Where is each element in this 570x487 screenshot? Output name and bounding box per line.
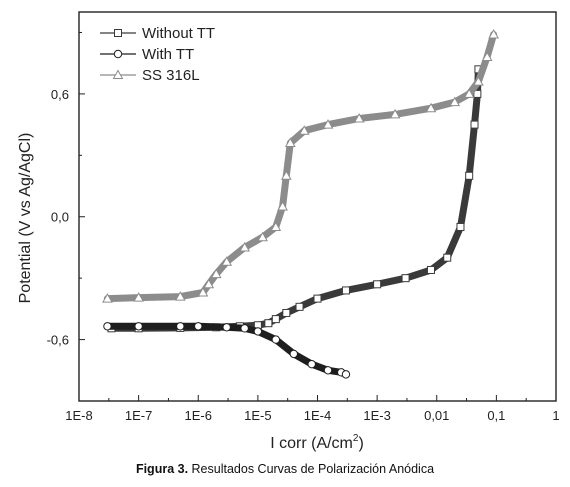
x-axis-title: I corr (A/cm2) [270, 433, 364, 452]
x-tick-label: 0,1 [487, 408, 505, 423]
curves-layer [102, 29, 500, 379]
data-point [401, 274, 410, 283]
data-point [203, 278, 215, 289]
data-point [473, 76, 484, 86]
x-tick-label: 1E-3 [363, 408, 390, 423]
x-tick-label: 1E-7 [125, 408, 152, 423]
data-point [210, 268, 222, 279]
y-tick-label: 0,6 [51, 87, 69, 102]
data-point [134, 322, 143, 331]
y-tick-label: -0,6 [47, 333, 69, 348]
data-point [323, 366, 333, 375]
caption-text: Resultados Curvas de Polarización Anódic… [191, 462, 435, 476]
figure-caption: Figura 3. Resultados Curvas de Polarizac… [0, 462, 570, 476]
legend-marker [112, 69, 124, 79]
data-point [426, 265, 435, 274]
data-point [103, 322, 112, 331]
legend-label: Without TT [142, 25, 215, 42]
x-tick-label: 1E-4 [304, 408, 331, 423]
x-tick-label: 1E-8 [65, 408, 92, 423]
data-point [239, 241, 251, 252]
caption-label: Figura 3. [135, 462, 189, 476]
data-point [271, 315, 280, 324]
legend-label: SS 316L [142, 67, 200, 84]
data-point [463, 88, 475, 98]
data-point [289, 349, 298, 359]
data-point [341, 286, 350, 295]
data-point [353, 112, 365, 123]
data-point [470, 120, 479, 129]
data-point [270, 221, 282, 231]
y-axis-title: Potential (V vs Ag/AgCl) [17, 133, 34, 304]
series-with-tt [103, 322, 351, 379]
data-point [282, 308, 291, 317]
y-tick-label: 0,0 [51, 210, 69, 225]
data-point [307, 359, 316, 369]
x-tick-label: 1 [552, 408, 559, 423]
y-ticks: 0,6 0,0 -0,6 [47, 31, 85, 348]
data-point [240, 324, 249, 333]
data-point [102, 293, 113, 303]
data-point [280, 170, 292, 180]
data-point [295, 302, 304, 311]
data-point [322, 119, 334, 129]
legend: Without TT With TT SS 316L [100, 25, 215, 84]
legend-marker [114, 29, 122, 37]
data-point [253, 327, 263, 336]
x-tick-label: 0,01 [424, 408, 449, 423]
data-point [176, 322, 185, 331]
data-point [194, 322, 203, 331]
legend-label: With TT [142, 46, 194, 63]
data-point [456, 222, 465, 231]
data-point [425, 102, 437, 113]
data-point [449, 96, 461, 107]
data-point [341, 370, 351, 379]
x-tick-label: 1E-5 [244, 408, 271, 423]
data-point [277, 200, 288, 211]
data-point [389, 108, 401, 119]
data-point [481, 51, 493, 62]
data-point [488, 29, 500, 39]
data-point [197, 286, 209, 297]
data-point [373, 280, 382, 289]
x-tick-label: 1E-6 [185, 408, 212, 423]
data-point [257, 231, 268, 242]
legend-marker [113, 49, 123, 59]
data-point [264, 319, 273, 328]
x-ticks: 1E-8 1E-7 1E-6 1E-5 1E-4 1E-3 0,01 0,1 1 [65, 395, 560, 423]
series-ss-316l [102, 29, 500, 303]
data-point [133, 292, 144, 302]
data-point [298, 125, 310, 135]
data-point [222, 323, 231, 332]
data-point [465, 171, 474, 180]
data-point [284, 137, 296, 148]
data-point [443, 253, 452, 262]
data-point [174, 291, 186, 301]
data-point [473, 89, 482, 98]
data-point [271, 335, 281, 344]
data-point [221, 256, 233, 266]
data-point [313, 294, 322, 303]
